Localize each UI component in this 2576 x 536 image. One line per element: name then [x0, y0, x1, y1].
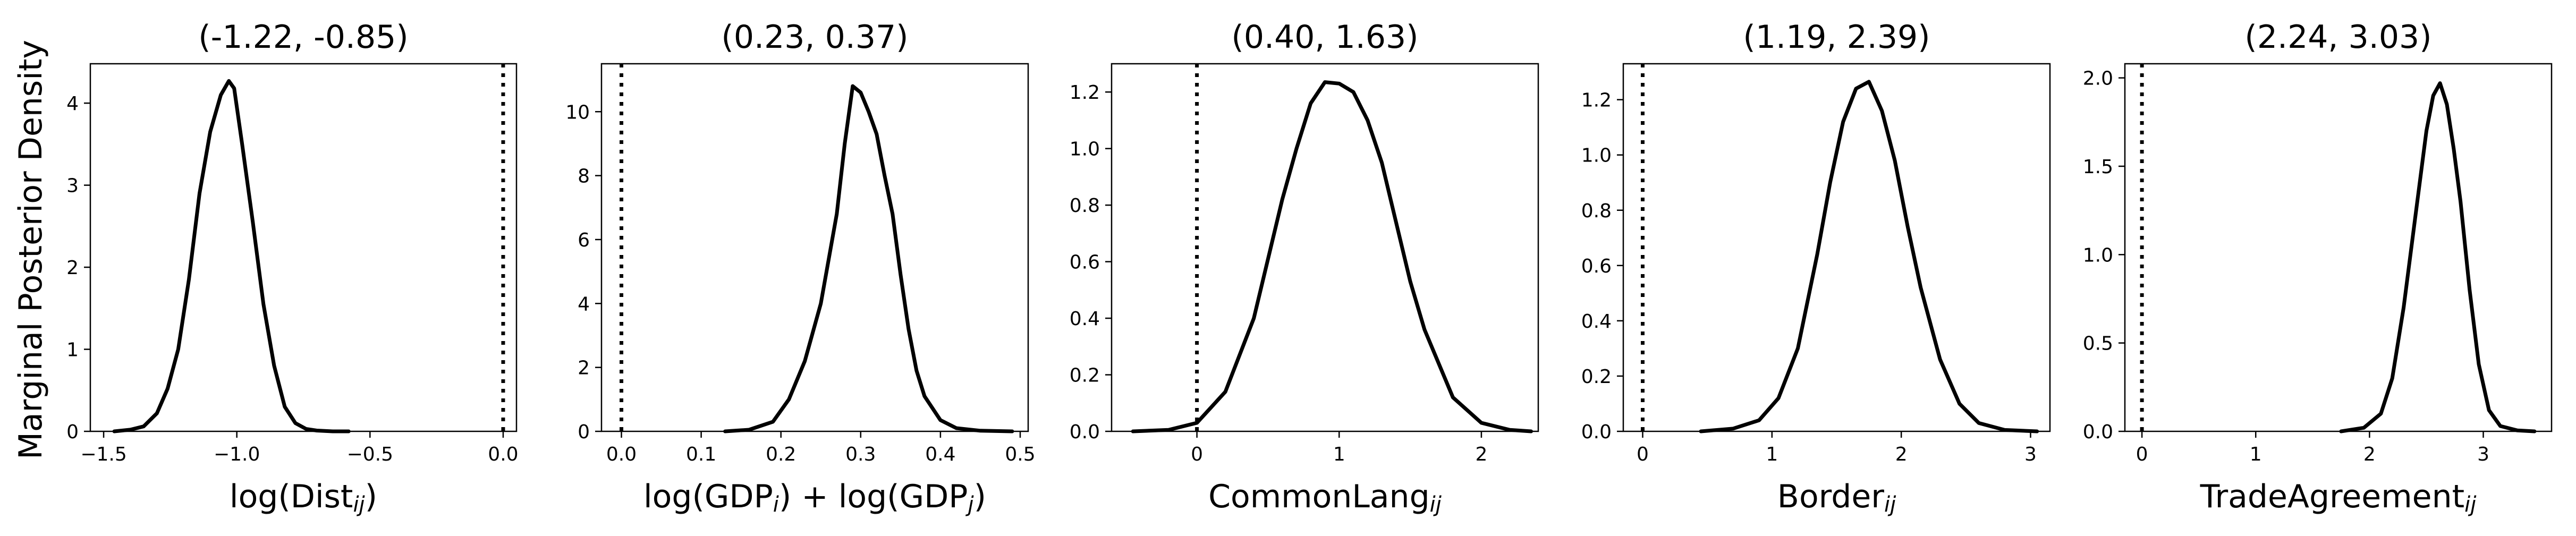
y-tick-label: 8: [578, 166, 590, 188]
x-axis-label: Borderij: [1777, 478, 1896, 517]
x-axis-label-subscript: ij: [2464, 492, 2477, 517]
chart-panel-5: 0 1 2 3 0.0 0.5 1.0 1.5 2.0 (2.24, 3.03) TradeAgre…: [2083, 19, 2553, 517]
x-axis-label-subscript: ij: [353, 492, 365, 517]
x-axis-label-text: TradeAgreement: [2200, 478, 2465, 515]
density-curve: [1699, 80, 2039, 433]
x-axis-label-text: ) + log(GDP: [779, 478, 968, 515]
y-tick-label: 0.5: [2083, 333, 2113, 355]
y-tick-label: 4: [578, 293, 590, 315]
x-axis-label-subscript: i: [773, 492, 779, 517]
x-tick-label: 0.4: [925, 444, 955, 465]
x-axis-label-subscript: ij: [1430, 492, 1442, 517]
y-tick-label: 1.2: [1581, 90, 1612, 112]
x-tick-label: 0: [1637, 444, 1649, 465]
x-tick-label: 1: [1766, 444, 1778, 465]
y-tick-label: 0: [578, 421, 590, 443]
y-tick-label: 0.4: [1581, 311, 1612, 333]
y-tick-label: 0.6: [1070, 252, 1100, 274]
x-axis-label-text: Border: [1777, 478, 1884, 515]
y-tick-label: 0.2: [1070, 365, 1100, 387]
y-tick-label: 3: [66, 175, 79, 197]
density-curve: [1131, 80, 1533, 433]
y-tick-label: 0.0: [1581, 421, 1612, 443]
y-tick-label: 6: [578, 229, 590, 251]
x-axis-label-text: ): [974, 478, 986, 515]
axes-frame: [89, 63, 518, 432]
figure-y-axis-label: Marginal Posterior Density: [12, 40, 49, 460]
x-tick-label: −0.5: [347, 444, 393, 465]
x-axis-label-text: log(Dist: [230, 478, 353, 515]
y-tick-label: 1: [66, 339, 79, 361]
x-axis-label-text: CommonLang: [1208, 478, 1430, 515]
y-tick-label: 1.0: [1070, 139, 1100, 160]
x-tick-label: 0.3: [845, 444, 876, 465]
x-tick-label: 0.2: [766, 444, 796, 465]
x-axis-label-subscript: j: [965, 492, 974, 517]
y-tick-label: 0.0: [2083, 421, 2113, 443]
y-tick-label: 0.0: [1070, 421, 1100, 443]
x-tick-label: −1.0: [214, 444, 260, 465]
x-tick-label: 1: [2250, 444, 2262, 465]
x-tick-label: 1: [1333, 444, 1345, 465]
panel-title: (0.40, 1.63): [1231, 19, 1418, 56]
axes-frame: [600, 63, 1029, 432]
y-tick-label: 2.0: [2083, 68, 2113, 90]
panel-title: (-1.22, -0.85): [198, 19, 408, 56]
y-tick-label: 1.0: [2083, 244, 2113, 266]
y-tick-label: 2: [66, 257, 79, 279]
axes-frame: [1111, 63, 1539, 432]
x-tick-label: 0: [1191, 444, 1203, 465]
chart-panel-4: 0 1 2 3 0.0 0.2 0.4 0.6 0.8 1.0 1.2 (1.19, 2.39) Bor…: [1581, 19, 2051, 517]
x-axis-label: TradeAgreementij: [2200, 478, 2477, 517]
y-tick-label: 0.6: [1581, 256, 1612, 277]
y-tick-label: 2: [578, 358, 590, 379]
y-tick-label: 0.8: [1581, 200, 1612, 222]
x-axis-label: log(GDPi) + log(GDPj): [643, 478, 986, 517]
chart-panel-2: 0.0 0.1 0.2 0.3 0.4 0.5 0 2 4 6 8 10 (0.23, 0.37) log…: [565, 19, 1035, 517]
y-tick-label: 1.5: [2083, 156, 2113, 178]
x-tick-label: 0: [2136, 444, 2148, 465]
x-tick-label: 0.0: [488, 444, 518, 465]
x-axis-label-text: ): [365, 478, 377, 515]
x-tick-label: 3: [2024, 444, 2037, 465]
chart-panel-3: 0 1 2 0.0 0.2 0.4 0.6 0.8 1.0 1.2 (0.40, 1.63) Comm…: [1070, 19, 1539, 517]
y-tick-label: 4: [66, 93, 79, 115]
axes-frame: [2124, 63, 2553, 432]
panel-title: (2.24, 3.03): [2244, 19, 2431, 56]
y-tick-label: 0.4: [1070, 308, 1100, 330]
y-tick-label: 0.8: [1070, 195, 1100, 217]
y-tick-label: 0.2: [1581, 366, 1612, 388]
y-tick-label: 10: [565, 101, 590, 123]
x-tick-label: −1.5: [80, 444, 126, 465]
x-tick-label: 2: [1895, 444, 1908, 465]
x-tick-label: 0.5: [1005, 444, 1035, 465]
x-axis-label-text: log(GDP: [643, 478, 773, 515]
x-tick-label: 0.1: [686, 444, 716, 465]
y-tick-label: 0: [66, 421, 79, 443]
density-curve: [112, 79, 351, 433]
x-axis-label: log(Distij): [230, 478, 377, 517]
panel-title: (1.19, 2.39): [1743, 19, 1930, 56]
x-tick-label: 3: [2477, 444, 2489, 465]
x-axis-label-subscript: ij: [1884, 492, 1896, 517]
chart-panel-1: −1.5 −1.0 −0.5 0.0 0 1 2 3 4 (-1.22, -0.85) log(Di…: [66, 19, 518, 517]
x-tick-label: 2: [2363, 444, 2376, 465]
x-axis-label: CommonLangij: [1208, 478, 1442, 517]
density-curve: [2339, 81, 2537, 433]
x-tick-label: 2: [1475, 444, 1487, 465]
x-tick-label: 0.0: [606, 444, 637, 465]
y-tick-label: 1.0: [1581, 145, 1612, 167]
axes-frame: [1622, 63, 2051, 432]
chart-panels: −1.5 −1.0 −0.5 0.0 0 1 2 3 4 (-1.22, -0.85) log(Di…: [66, 19, 2553, 517]
panel-title: (0.23, 0.37): [721, 19, 908, 56]
density-curve: [723, 84, 1014, 433]
y-tick-label: 1.2: [1070, 82, 1100, 104]
